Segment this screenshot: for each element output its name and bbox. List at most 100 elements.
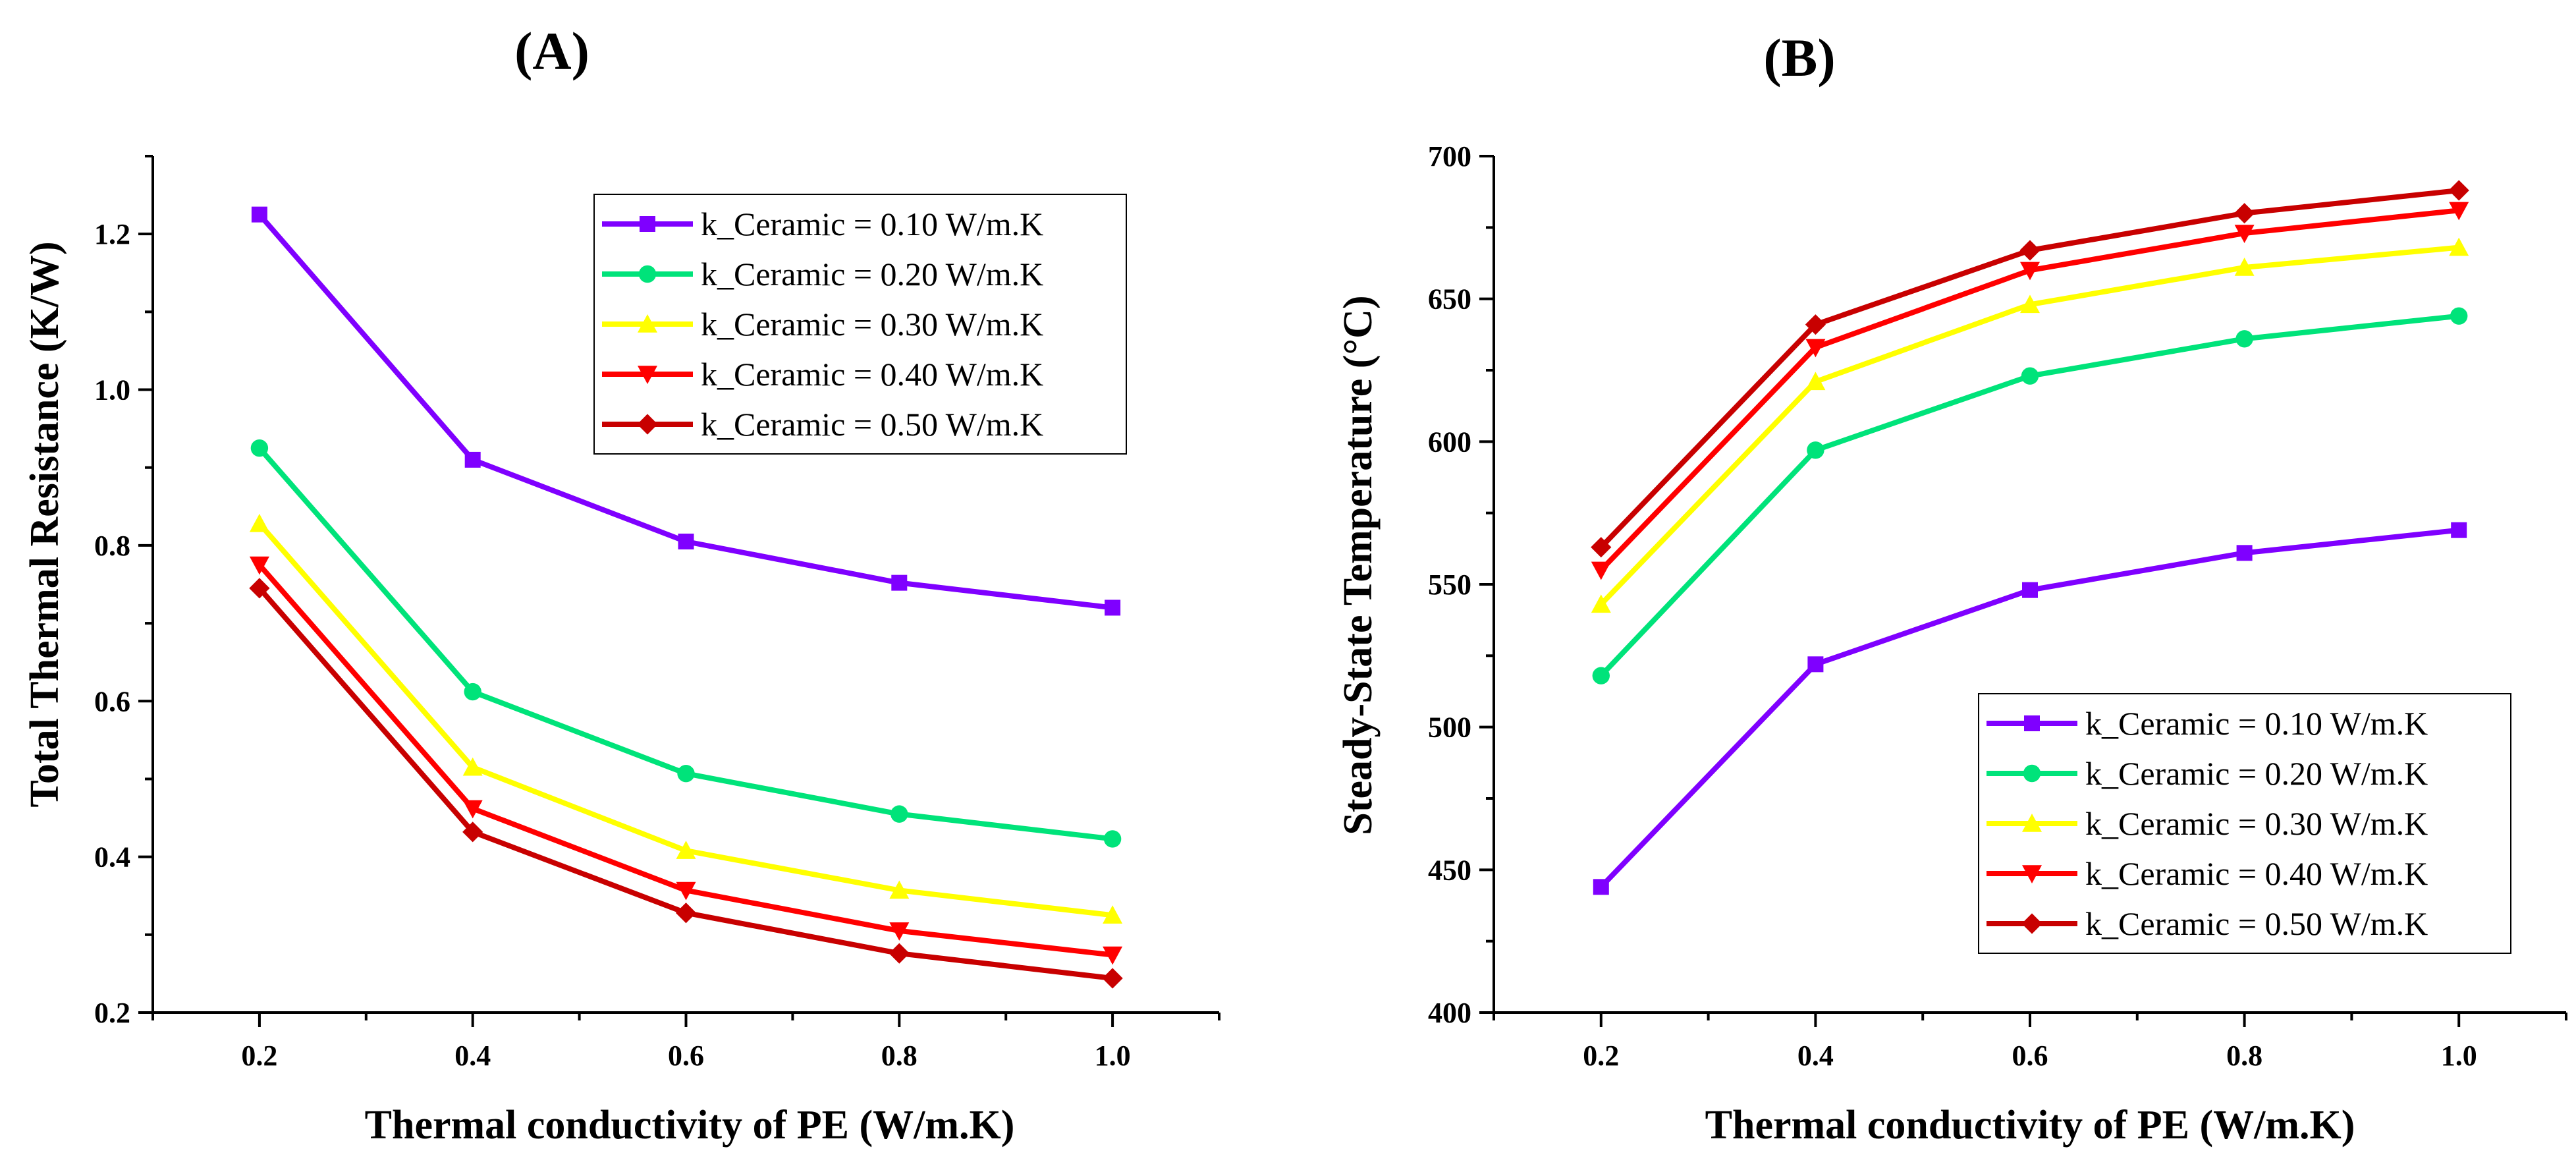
data-point-2 xyxy=(2021,367,2039,385)
data-point-4 xyxy=(1591,561,1611,580)
data-point-1 xyxy=(2451,522,2467,538)
data-point-1 xyxy=(2022,582,2038,598)
x-tick-label: 0.6 xyxy=(668,1040,704,1072)
data-point-3 xyxy=(2449,237,2469,256)
data-point-4 xyxy=(2234,225,2255,243)
legend-marker-3 xyxy=(2022,814,2042,832)
x-tick-label: 0.8 xyxy=(2226,1040,2262,1072)
y-tick-label: 550 xyxy=(1428,569,1471,601)
legend-marker-2 xyxy=(2023,764,2041,783)
y-axis-title-b: Steady-State Temperature (°C) xyxy=(1336,295,1381,835)
x-tick-label: 0.8 xyxy=(881,1040,918,1072)
data-point-2 xyxy=(2235,330,2253,348)
data-point-1 xyxy=(1807,656,1824,673)
data-point-1 xyxy=(891,574,908,591)
data-point-1 xyxy=(2236,545,2253,561)
data-point-4 xyxy=(1103,946,1123,965)
data-point-5 xyxy=(1102,968,1123,989)
data-point-2 xyxy=(1103,830,1122,848)
legend-marker-1 xyxy=(2024,715,2040,731)
y-tick-label: 400 xyxy=(1428,997,1471,1029)
y-tick-label: 700 xyxy=(1428,140,1471,173)
data-point-4 xyxy=(1805,339,1826,358)
data-point-3 xyxy=(889,880,910,899)
x-tick-label: 1.0 xyxy=(2441,1040,2477,1072)
data-point-4 xyxy=(462,800,483,819)
legend-label-4: k_Ceramic = 0.40 W/m.K xyxy=(701,356,1043,393)
y-tick-label: 0.6 xyxy=(94,685,130,717)
y-tick-label: 500 xyxy=(1428,711,1471,744)
data-point-4 xyxy=(676,881,696,901)
y-tick-label: 450 xyxy=(1428,854,1471,886)
y-axis-title-a: Total Thermal Resistance (K/W) xyxy=(22,241,67,807)
data-point-2 xyxy=(677,764,695,783)
data-point-5 xyxy=(2234,203,2255,224)
data-point-3 xyxy=(676,841,696,859)
data-point-5 xyxy=(2448,180,2469,201)
data-point-5 xyxy=(249,578,270,599)
x-tick-label: 0.2 xyxy=(241,1040,277,1072)
legend-label-2: k_Ceramic = 0.20 W/m.K xyxy=(701,256,1043,292)
x-tick-label: 0.2 xyxy=(1583,1040,1619,1072)
chart-a: (A) Thermal conductivity of PE (W/m.K) T… xyxy=(22,21,1220,1148)
data-point-3 xyxy=(2020,294,2040,314)
data-point-3 xyxy=(1805,372,1826,391)
data-point-5 xyxy=(675,903,697,924)
legend-label-5: k_Ceramic = 0.50 W/m.K xyxy=(701,406,1043,443)
legend-marker-5 xyxy=(637,414,658,435)
y-tick-label: 1.2 xyxy=(94,218,130,250)
legend-label-2: k_Ceramic = 0.20 W/m.K xyxy=(2085,755,2428,792)
y-tick-label: 0.8 xyxy=(94,530,130,562)
legend-label-1: k_Ceramic = 0.10 W/m.K xyxy=(2085,705,2428,742)
data-point-5 xyxy=(889,943,910,964)
data-point-2 xyxy=(891,805,908,823)
y-tick-label: 1.0 xyxy=(94,374,130,406)
legend-label-5: k_Ceramic = 0.50 W/m.K xyxy=(2085,905,2428,942)
legend-marker-4 xyxy=(638,366,657,384)
legend-marker-5 xyxy=(2021,913,2042,934)
data-point-2 xyxy=(2450,307,2468,325)
legend-label-1: k_Ceramic = 0.10 W/m.K xyxy=(701,206,1043,242)
legend-label-4: k_Ceramic = 0.40 W/m.K xyxy=(2085,855,2428,892)
x-tick-label: 0.4 xyxy=(1797,1040,1834,1072)
data-point-1 xyxy=(678,534,694,549)
data-point-1 xyxy=(251,206,267,223)
data-point-3 xyxy=(1103,905,1123,924)
x-tick-label: 1.0 xyxy=(1095,1040,1131,1072)
data-point-1 xyxy=(1105,599,1121,616)
legend-label-3: k_Ceramic = 0.30 W/m.K xyxy=(2085,805,2428,842)
legend-marker-3 xyxy=(638,314,657,333)
data-point-4 xyxy=(2449,202,2469,221)
chart-b: (B) Thermal conductivity of PE (W/m.K) S… xyxy=(1336,28,2567,1148)
legend-marker-2 xyxy=(638,265,657,283)
data-point-3 xyxy=(2234,258,2255,276)
x-axis-title-b: Thermal conductivity of PE (W/m.K) xyxy=(1705,1103,2355,1148)
panel-label-a: (A) xyxy=(514,21,589,81)
y-tick-label: 600 xyxy=(1428,426,1471,458)
panel-label-b: (B) xyxy=(1763,28,1835,88)
data-point-5 xyxy=(2019,240,2041,261)
data-point-2 xyxy=(250,439,269,457)
legend-label-3: k_Ceramic = 0.30 W/m.K xyxy=(701,306,1043,343)
data-point-3 xyxy=(462,757,483,776)
y-tick-label: 650 xyxy=(1428,283,1471,316)
legend-marker-4 xyxy=(2022,865,2042,883)
data-point-4 xyxy=(2020,262,2040,281)
x-tick-label: 0.4 xyxy=(454,1040,491,1072)
data-point-1 xyxy=(1593,879,1609,895)
data-point-5 xyxy=(462,822,483,843)
y-tick-label: 0.2 xyxy=(94,997,130,1029)
data-point-4 xyxy=(249,556,269,575)
data-point-1 xyxy=(464,451,481,468)
x-axis-title-a: Thermal conductivity of PE (W/m.K) xyxy=(365,1103,1015,1148)
data-point-3 xyxy=(249,513,269,532)
x-tick-label: 0.6 xyxy=(2012,1040,2048,1072)
data-point-5 xyxy=(1805,314,1826,335)
data-point-5 xyxy=(1591,537,1612,558)
data-point-2 xyxy=(1592,667,1610,684)
data-point-4 xyxy=(889,922,910,941)
y-tick-label: 0.4 xyxy=(94,841,130,874)
data-point-2 xyxy=(464,682,481,701)
data-point-2 xyxy=(1807,441,1824,459)
